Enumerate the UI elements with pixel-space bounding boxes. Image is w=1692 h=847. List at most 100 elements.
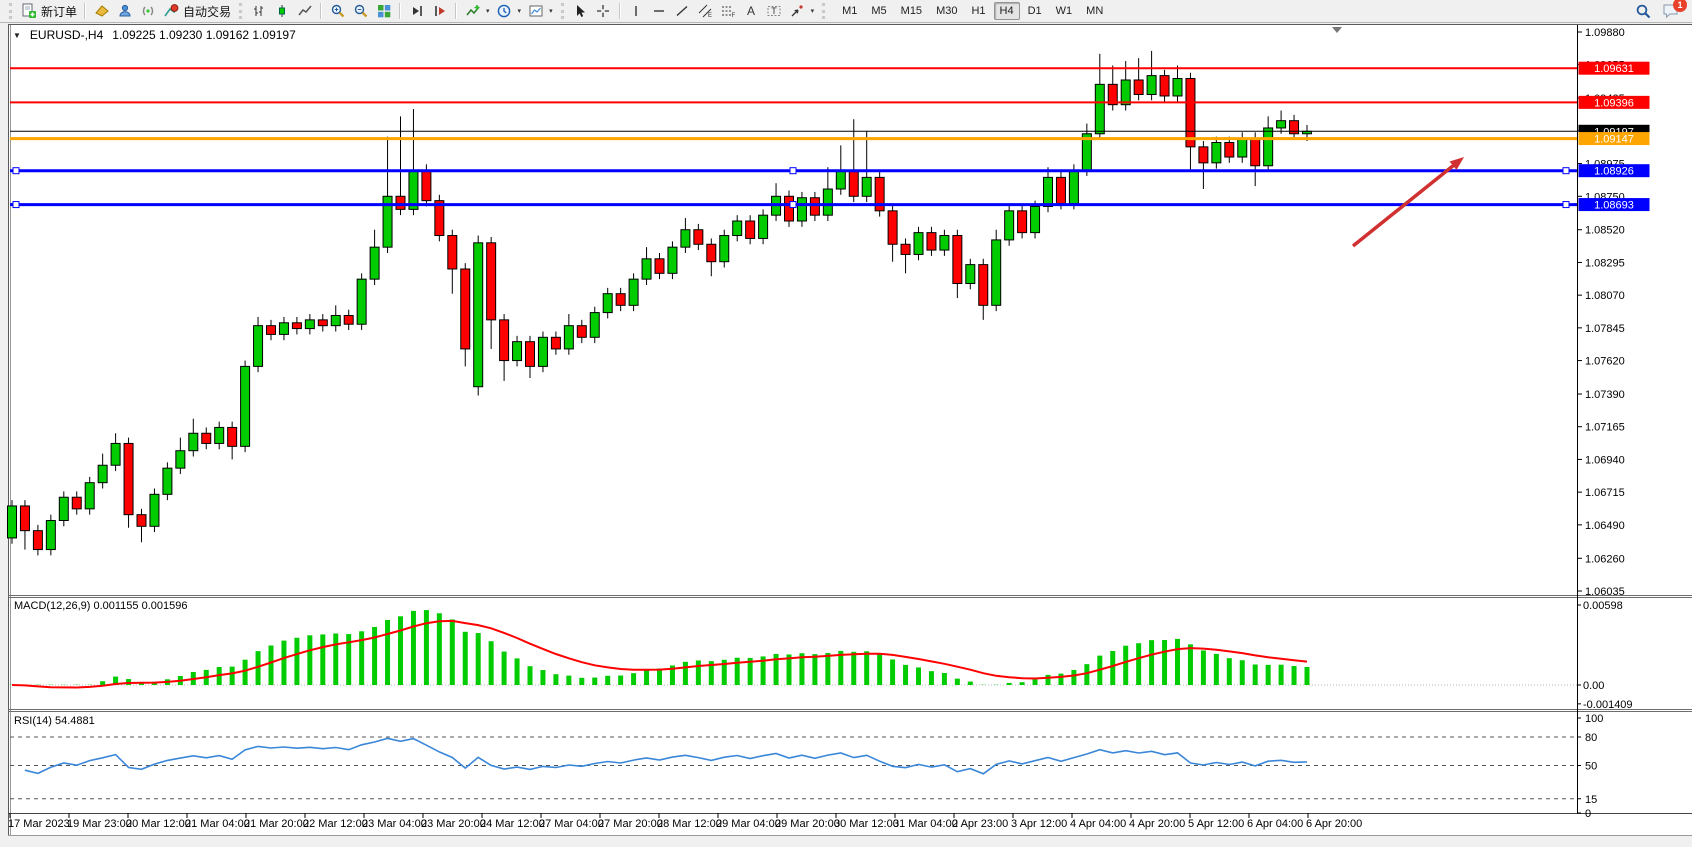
cursor-button[interactable] <box>569 1 592 21</box>
equidistant-channel-icon: E <box>697 3 714 19</box>
candle-body <box>382 195 393 248</box>
zoom-in-button[interactable] <box>326 1 349 21</box>
text-icon: A <box>743 3 760 19</box>
macd-histogram-bar <box>812 654 818 685</box>
timeframe-button-M30[interactable]: M30 <box>936 5 958 17</box>
macd-histogram-bar <box>385 619 391 685</box>
macd-histogram-bar <box>294 637 300 685</box>
chat-button[interactable]: 1 <box>1662 0 1687 19</box>
timeframe-button-W1[interactable]: W1 <box>1055 5 1073 17</box>
candle-body <box>965 264 976 285</box>
macd-histogram-bar <box>682 661 688 685</box>
line-handle[interactable] <box>789 167 797 175</box>
macd-tick-label: 0.00598 <box>1583 600 1623 612</box>
auto-scroll-button[interactable] <box>405 1 428 21</box>
line-handle[interactable] <box>1562 201 1570 209</box>
candle-body <box>304 319 315 330</box>
equidistant-channel-button[interactable]: E <box>694 1 717 21</box>
crosshair-icon <box>595 3 612 19</box>
search-icon[interactable] <box>1635 3 1652 19</box>
macd-histogram-bar <box>346 634 352 685</box>
symbol-dropdown-icon[interactable]: ▼ <box>13 30 21 40</box>
timeframe-button-H4[interactable]: H4 <box>993 2 1020 20</box>
timeframe-button-M15[interactable]: M15 <box>900 5 923 17</box>
macd-histogram-bar <box>799 653 805 685</box>
auto-trading-icon <box>162 3 179 19</box>
macd-histogram-bar <box>1019 682 1025 685</box>
timeframe-button-MN[interactable]: MN <box>1086 5 1104 17</box>
macd-histogram-bar <box>695 660 701 685</box>
zoom-out-icon <box>352 3 369 19</box>
candle-body <box>1276 120 1287 129</box>
arrows-button[interactable]: ▾ <box>786 1 818 21</box>
auto-trading-button[interactable]: 自动交易 <box>159 1 234 21</box>
notification-badge: 1 <box>1673 0 1687 12</box>
bar-chart-button[interactable] <box>247 1 270 21</box>
macd-histogram-bar <box>721 659 727 685</box>
indicators-button[interactable]: ▾ <box>461 1 493 21</box>
toolbar-grip[interactable] <box>239 3 243 19</box>
chart-shift-button[interactable] <box>428 1 451 21</box>
toolbar-grip[interactable] <box>9 3 12 19</box>
trendline-button[interactable] <box>671 1 694 21</box>
candle-body <box>654 258 665 274</box>
tile-windows-button[interactable] <box>372 1 395 21</box>
line-chart-button[interactable] <box>293 1 316 21</box>
macd-histogram-bar <box>527 666 533 685</box>
candle-body <box>7 505 17 539</box>
candle-body <box>602 293 613 314</box>
candle-body <box>563 325 574 350</box>
candle-body <box>693 229 704 245</box>
chart-shift-marker-icon[interactable] <box>1332 27 1342 33</box>
zoom-out-button[interactable] <box>349 1 372 21</box>
candle-body <box>1237 137 1248 158</box>
time-tick-label: 28 Mar 12:00 <box>657 818 722 830</box>
fibonacci-button[interactable]: F <box>717 1 740 21</box>
time-tick-label: 21 Mar 04:00 <box>185 818 250 830</box>
trend-arrow-head[interactable] <box>1449 157 1464 170</box>
macd-histogram-bar <box>941 673 947 685</box>
crosshair-button[interactable] <box>592 1 615 21</box>
time-tick-label: 2 Apr 23:00 <box>952 818 1008 830</box>
candlestick-chart-button[interactable] <box>270 1 293 21</box>
candle-body <box>512 341 523 362</box>
timeframe-button-M1[interactable]: M1 <box>842 5 858 17</box>
vertical-line-button[interactable] <box>625 1 648 21</box>
signals-button[interactable] <box>136 1 159 21</box>
macd-histogram-bar <box>320 634 326 685</box>
candle-body <box>214 426 225 444</box>
new-order-button[interactable]: 新订单 <box>17 1 80 21</box>
toolbar-grip[interactable] <box>822 3 826 19</box>
toolbar: 新订单 自动交易 <box>0 0 1692 23</box>
profiles-button[interactable] <box>113 1 136 21</box>
candle-body <box>835 171 846 190</box>
macd-histogram-bar <box>488 641 494 685</box>
chevron-down-icon: ▾ <box>810 8 815 15</box>
candle-body <box>1004 210 1015 241</box>
candle-body <box>719 235 730 263</box>
trend-arrow[interactable] <box>1351 161 1458 248</box>
timeframe-button-M5[interactable]: M5 <box>871 5 887 17</box>
macd-histogram-bar <box>1252 664 1258 685</box>
timeframe-button-H1[interactable]: H1 <box>971 5 986 17</box>
text-label-button[interactable]: T <box>763 1 786 21</box>
separator <box>618 3 621 19</box>
timeframe-toolbar: M1 M5 M15 M30 H1 H4 D1 W1 MN <box>836 2 1109 20</box>
horizontal-line-button[interactable] <box>648 1 671 21</box>
separator <box>455 3 458 19</box>
candle-body <box>45 519 56 551</box>
macd-histogram-bar <box>631 673 637 685</box>
text-button[interactable]: A <box>740 1 763 21</box>
line-handle[interactable] <box>12 167 20 175</box>
line-handle[interactable] <box>1562 167 1570 175</box>
market-watch-button[interactable] <box>90 1 113 21</box>
toolbar-grip[interactable] <box>560 3 564 19</box>
timeframe-button-D1[interactable]: D1 <box>1027 5 1042 17</box>
templates-button[interactable]: ▾ <box>524 1 556 21</box>
line-handle[interactable] <box>12 201 20 209</box>
line-handle[interactable] <box>789 201 797 209</box>
macd-histogram-bar <box>1123 645 1129 685</box>
macd-histogram-bar <box>734 657 740 685</box>
periods-button[interactable]: ▾ <box>493 1 525 21</box>
